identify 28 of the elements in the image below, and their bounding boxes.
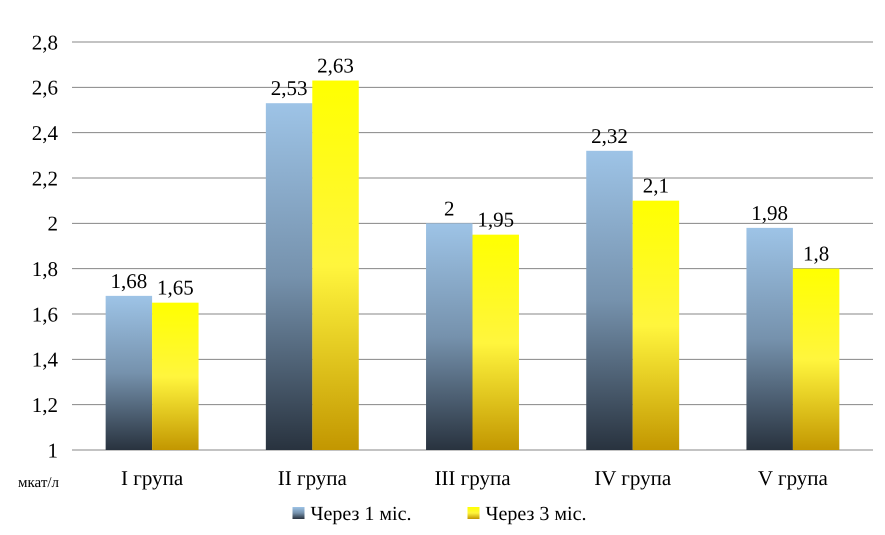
y-axis-title: мкат/л bbox=[18, 475, 60, 491]
legend-label: Через 3 міс. bbox=[486, 503, 586, 525]
data-label: 2,63 bbox=[317, 54, 354, 78]
y-tick-label: 2,2 bbox=[32, 166, 58, 190]
data-label: 1,95 bbox=[477, 208, 514, 232]
data-label: 2,53 bbox=[270, 76, 308, 100]
legend-label: Через 1 міс. bbox=[310, 503, 412, 525]
x-tick-label: II група bbox=[278, 466, 348, 490]
y-tick-label: 2,6 bbox=[32, 76, 58, 100]
y-tick-label: 1 bbox=[48, 438, 58, 462]
y-tick-label: 2,8 bbox=[32, 30, 58, 54]
y-tick-label: 2,4 bbox=[32, 121, 58, 146]
data-label: 1,65 bbox=[156, 276, 194, 300]
x-tick-label: IV група bbox=[594, 466, 672, 490]
y-tick-label: 2 bbox=[48, 212, 58, 236]
data-label: 1,68 bbox=[110, 268, 148, 293]
data-label: 1,8 bbox=[803, 242, 830, 266]
data-label: 2,32 bbox=[591, 124, 628, 148]
y-tick-label: 1,8 bbox=[32, 257, 58, 282]
y-tick-label: 1,6 bbox=[32, 302, 58, 326]
x-tick-label: III група bbox=[434, 466, 512, 490]
data-label: 2 bbox=[444, 196, 455, 220]
y-tick-label: 1,2 bbox=[32, 393, 58, 418]
x-tick-label: I група bbox=[121, 466, 184, 490]
y-tick-label: 1,4 bbox=[32, 348, 58, 372]
data-label: 2,1 bbox=[642, 174, 670, 198]
x-tick-label: V група bbox=[758, 466, 829, 490]
data-label: 1,98 bbox=[751, 200, 788, 225]
